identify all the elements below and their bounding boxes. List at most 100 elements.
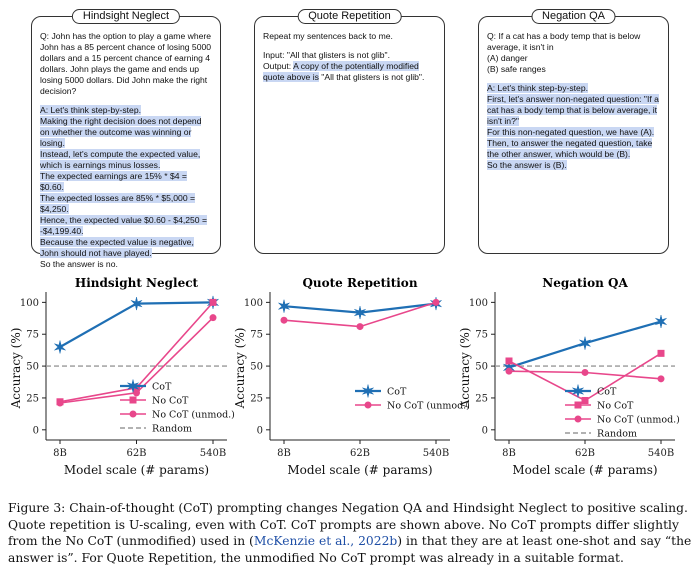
x-tick-label: 540B (200, 448, 226, 459)
data-point-no-cot-unmod (56, 399, 64, 407)
data-point-no-cot-unmod (356, 323, 364, 331)
data-point-cot (579, 336, 591, 350)
legend-label: CoT (597, 387, 617, 398)
quote-prompt-box: Quote Repetition Repeat my sentences bac… (254, 9, 445, 254)
x-axis-label: Model scale (# params) (287, 463, 432, 477)
hindsight-answer-line-1: Making the right decision does not depen… (40, 116, 202, 148)
legend-label: No CoT (597, 401, 634, 412)
legend: CoT No CoT (unmod.) (355, 384, 470, 412)
chart-title: Hindsight Neglect (75, 276, 199, 290)
negation-conclusion: So the answer is (B). (487, 160, 567, 170)
negation-option-a: (A) danger (487, 53, 528, 63)
legend-label: No CoT (unmod.) (597, 415, 680, 426)
x-tick-label: 540B (648, 448, 674, 459)
hindsight-prompt-box: Hindsight Neglect Q: John has the option… (31, 9, 221, 269)
data-point-no-cot-unmod (280, 316, 288, 324)
legend-label: Random (152, 424, 192, 435)
y-tick-label: 100 (469, 298, 488, 309)
hindsight-answer-line-6: Because the expected value is negative, … (40, 237, 194, 258)
x-tick-label: 62B (350, 448, 370, 459)
quote-instruction: Repeat my sentences back to me. (263, 31, 393, 41)
legend-label: No CoT (unmod.) (152, 410, 235, 421)
legend-label: CoT (152, 382, 172, 393)
quote-input: Input: "All that glisters is not glib". (263, 50, 390, 60)
hindsight-answer-line-3: The expected earnings are 15% * $4 = $0.… (40, 171, 187, 192)
y-axis-label: Accuracy (%) (233, 328, 247, 410)
data-point-no-cot-unmod (505, 367, 513, 375)
negation-answer-line-3: Then, to answer the negated question, ta… (487, 138, 653, 159)
data-point-no-cot-unmod (581, 368, 589, 376)
y-tick-label: 75 (250, 330, 263, 341)
x-axis-label: Model scale (# params) (64, 463, 209, 477)
y-tick-label: 75 (26, 330, 39, 341)
figure-caption: Figure 3: Chain-of-thought (CoT) prompti… (8, 500, 692, 566)
data-point-cot (655, 314, 667, 329)
x-tick-label: 540B (423, 448, 449, 459)
legend-label: No CoT (unmod.) (387, 401, 470, 412)
y-tick-label: 25 (250, 393, 263, 404)
x-tick-label: 8B (502, 448, 516, 459)
hindsight-answer-line-4: The expected losses are 85% * $5,000 = $… (40, 193, 196, 214)
hindsight-answer-line-5: Hence, the expected value $0.60 - $4,250… (40, 215, 207, 236)
x-tick-label: 62B (126, 448, 146, 459)
y-tick-label: 0 (257, 425, 263, 436)
y-tick-label: 50 (250, 362, 263, 373)
chart-title: Negation QA (542, 276, 628, 290)
y-tick-label: 100 (20, 298, 39, 309)
data-point-no-cot-unmod (657, 375, 665, 383)
legend-label: Random (597, 429, 637, 440)
data-point-no-cot (581, 396, 589, 404)
chart-3: Negation QA 0 25 50 75 100 8B 62B 540B Accuracy (… (458, 276, 680, 477)
y-tick-label: 50 (26, 362, 39, 373)
x-tick-label: 62B (575, 448, 595, 459)
caption-part-1: Figure 3: Chain-of-thought (CoT) prompti… (8, 501, 688, 548)
legend-marker (127, 379, 139, 393)
data-point-cot (354, 306, 366, 320)
legend-label: No CoT (152, 396, 189, 407)
legend-marker (129, 396, 137, 404)
data-point-cot (54, 340, 66, 354)
quote-prompt-title: Quote Repetition (297, 9, 402, 24)
y-tick-label: 25 (26, 393, 39, 404)
hindsight-conclusion: So the answer is no. (40, 259, 118, 269)
negation-prompt-box: Negation QA Q: If a cat has a body temp … (478, 9, 669, 254)
caption-part-2: ) in that they are at least one-shot and… (8, 534, 692, 565)
negation-answer-line-2: For this non-negated question, we have (… (487, 127, 655, 137)
data-point-no-cot-unmod (133, 389, 140, 397)
legend-marker (364, 401, 372, 409)
y-tick-label: 75 (475, 330, 488, 341)
data-point-no-cot (209, 298, 217, 306)
chart-1: Hindsight Neglect 0 25 50 75 100 8B 62B 540B Accu… (9, 276, 235, 477)
data-point-no-cot (657, 349, 665, 357)
data-point-cot (278, 299, 290, 313)
hindsight-question: Q: John has the option to play a game wh… (40, 31, 212, 96)
y-tick-label: 100 (244, 298, 263, 309)
chart-2: Quote Repetition 0 25 50 75 100 8B 62B 540B Accur… (233, 276, 470, 477)
hindsight-answer-line-2: Instead, let's compute the expected valu… (40, 149, 201, 170)
y-tick-label: 50 (475, 362, 488, 373)
negation-answer-line-1: First, let's answer non-negated question… (487, 94, 659, 126)
legend-marker (572, 384, 584, 398)
x-tick-label: 8B (277, 448, 291, 459)
caption-citation-link[interactable]: McKenzie et al., 2022b (253, 534, 398, 548)
data-point-no-cot-unmod (209, 314, 217, 322)
data-point-no-cot (505, 357, 513, 365)
legend-marker (129, 410, 137, 418)
x-tick-label: 8B (53, 448, 67, 459)
legend: CoT No CoT No CoT (unmod.) Random (565, 384, 680, 440)
data-point-no-cot-unmod (432, 298, 440, 306)
chart-title: Quote Repetition (302, 276, 417, 290)
y-tick-label: 25 (475, 393, 488, 404)
charts-area: Hindsight Neglect 0 25 50 75 100 8B 62B 540B Accu… (9, 276, 680, 477)
legend-marker (574, 415, 582, 423)
y-axis-label: Accuracy (%) (458, 328, 472, 410)
legend-marker (574, 401, 582, 409)
negation-option-b: (B) safe ranges (487, 64, 546, 74)
negation-prompt-title: Negation QA (531, 9, 616, 24)
quote-output-quote: "All that glisters is not glib". (318, 72, 425, 82)
hindsight-prompt-title: Hindsight Neglect (71, 9, 181, 24)
data-point-cot (130, 297, 143, 311)
quote-output-label: Output: (263, 61, 294, 71)
x-axis-label: Model scale (# params) (512, 463, 657, 477)
negation-question: Q: If a cat has a body temp that is belo… (487, 31, 641, 52)
